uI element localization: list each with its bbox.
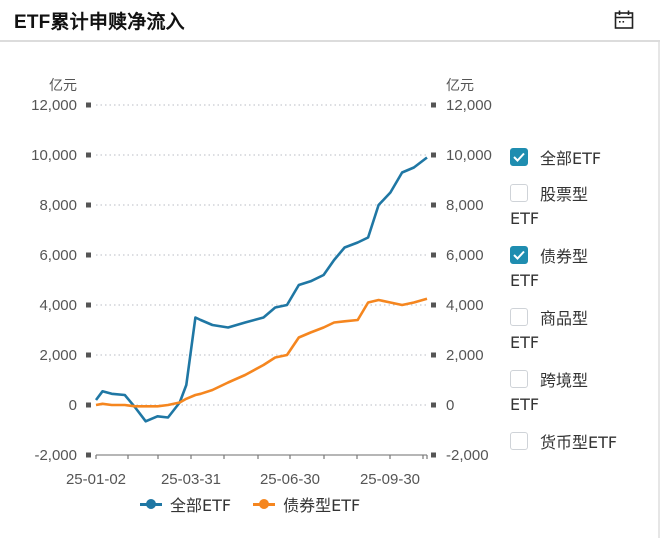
filter-label: 商品型 bbox=[540, 309, 589, 328]
y-tick-label: 4,000 bbox=[446, 297, 484, 314]
x-tick-label: 25-09-30 bbox=[360, 471, 420, 488]
y-tick-label: -2,000 bbox=[34, 447, 77, 464]
filter-commodity-etf[interactable]: 商品型 ETF bbox=[510, 304, 650, 356]
checkbox[interactable] bbox=[510, 148, 528, 166]
y-axis-left: 亿元 12,000 10,000 8,000 6,000 4,000 2,000 0 -2,00… bbox=[31, 78, 91, 464]
filter-label: 全部ETF bbox=[540, 149, 602, 168]
filter-cross-border-etf[interactable]: 跨境型 ETF bbox=[510, 366, 650, 418]
checkbox[interactable] bbox=[510, 308, 528, 326]
filter-label-suffix: ETF bbox=[510, 333, 540, 352]
filter-bond-etf[interactable]: 债券型 ETF bbox=[510, 242, 650, 294]
filter-label: 股票型 bbox=[540, 185, 589, 204]
y-tick-label: 0 bbox=[446, 397, 454, 414]
filter-label: 跨境型 bbox=[540, 371, 589, 390]
filter-all-etf[interactable]: 全部ETF bbox=[510, 144, 650, 170]
legend-label: 债券型ETF bbox=[283, 496, 361, 515]
y-tick-label: 12,000 bbox=[446, 97, 492, 114]
check-icon bbox=[513, 250, 525, 260]
y-axis-unit-left: 亿元 bbox=[49, 78, 77, 94]
line-chart: 亿元 12,000 10,000 8,000 6,000 4,000 2,000 0 -2,00… bbox=[31, 78, 492, 488]
series-line-1 bbox=[95, 297, 428, 408]
x-tick-label: 25-01-02 bbox=[66, 471, 126, 488]
y-tick-label: 0 bbox=[69, 397, 77, 414]
y-tick-label: 10,000 bbox=[31, 147, 77, 164]
chart-header: ETF累计申赎净流入 bbox=[0, 0, 660, 42]
y-tick-label: 6,000 bbox=[39, 247, 77, 264]
check-icon bbox=[513, 152, 525, 162]
calendar-icon bbox=[614, 10, 634, 29]
x-tick-label: 25-03-31 bbox=[161, 471, 221, 488]
legend-marker-icon bbox=[140, 498, 162, 510]
series-lines bbox=[94, 156, 428, 423]
chart-legend: 全部ETF 债券型ETF bbox=[140, 492, 360, 516]
y-tick-label: 2,000 bbox=[446, 347, 484, 364]
filter-money-market-etf[interactable]: 货币型ETF bbox=[510, 428, 650, 454]
checkbox[interactable] bbox=[510, 370, 528, 388]
y-tick-label: 12,000 bbox=[31, 97, 77, 114]
panel-border bbox=[658, 42, 660, 538]
y-tick-label: 4,000 bbox=[39, 297, 77, 314]
legend-item-bond-etf[interactable]: 债券型ETF bbox=[253, 492, 360, 516]
gridlines bbox=[96, 104, 427, 406]
filter-label-suffix: ETF bbox=[510, 209, 540, 228]
filter-label-suffix: ETF bbox=[510, 395, 540, 414]
y-tick-label: 6,000 bbox=[446, 247, 484, 264]
y-tick-label: 10,000 bbox=[446, 147, 492, 164]
y-tick-label: -2,000 bbox=[446, 447, 489, 464]
legend-marker-icon bbox=[253, 498, 276, 510]
chart-title: ETF累计申赎净流入 bbox=[14, 12, 185, 33]
checkbox[interactable] bbox=[510, 184, 528, 202]
series-line-0 bbox=[94, 156, 428, 423]
checkbox[interactable] bbox=[510, 246, 528, 264]
y-tick-label: 2,000 bbox=[39, 347, 77, 364]
filter-stock-etf[interactable]: 股票型 ETF bbox=[510, 180, 650, 232]
calendar-button[interactable] bbox=[612, 8, 636, 32]
legend-item-all-etf[interactable]: 全部ETF bbox=[140, 492, 231, 516]
y-tick-label: 8,000 bbox=[446, 197, 484, 214]
y-tick-label: 8,000 bbox=[39, 197, 77, 214]
legend-label: 全部ETF bbox=[170, 496, 232, 515]
filter-label: 债券型 bbox=[540, 247, 589, 266]
checkbox[interactable] bbox=[510, 432, 528, 450]
y-axis-unit-right: 亿元 bbox=[446, 78, 474, 94]
y-axis-right: 亿元 12,000 10,000 8,000 6,000 4,000 2,000 0 -2,00… bbox=[431, 78, 492, 464]
x-tick-label: 25-06-30 bbox=[260, 471, 320, 488]
etf-type-filters: 全部ETF 股票型 ETF 债券型 ETF 商品型 ETF 跨境型 ETF 货 bbox=[510, 144, 650, 464]
filter-label: 货币型ETF bbox=[540, 433, 618, 452]
x-axis: 25-01-02 25-03-31 25-06-30 25-09-30 bbox=[66, 454, 428, 488]
filter-label-suffix: ETF bbox=[510, 271, 540, 290]
